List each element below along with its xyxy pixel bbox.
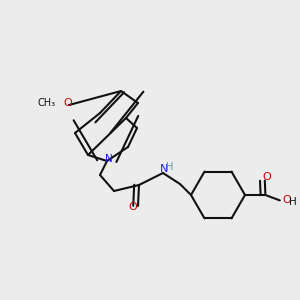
Text: N: N	[105, 154, 112, 164]
Text: O: O	[63, 98, 72, 108]
Text: O: O	[129, 202, 138, 212]
Text: N: N	[160, 164, 168, 174]
Text: H: H	[289, 197, 297, 207]
Text: H: H	[166, 162, 174, 172]
Text: O: O	[262, 172, 271, 182]
Text: CH₃: CH₃	[38, 98, 56, 108]
Text: O: O	[282, 195, 291, 206]
